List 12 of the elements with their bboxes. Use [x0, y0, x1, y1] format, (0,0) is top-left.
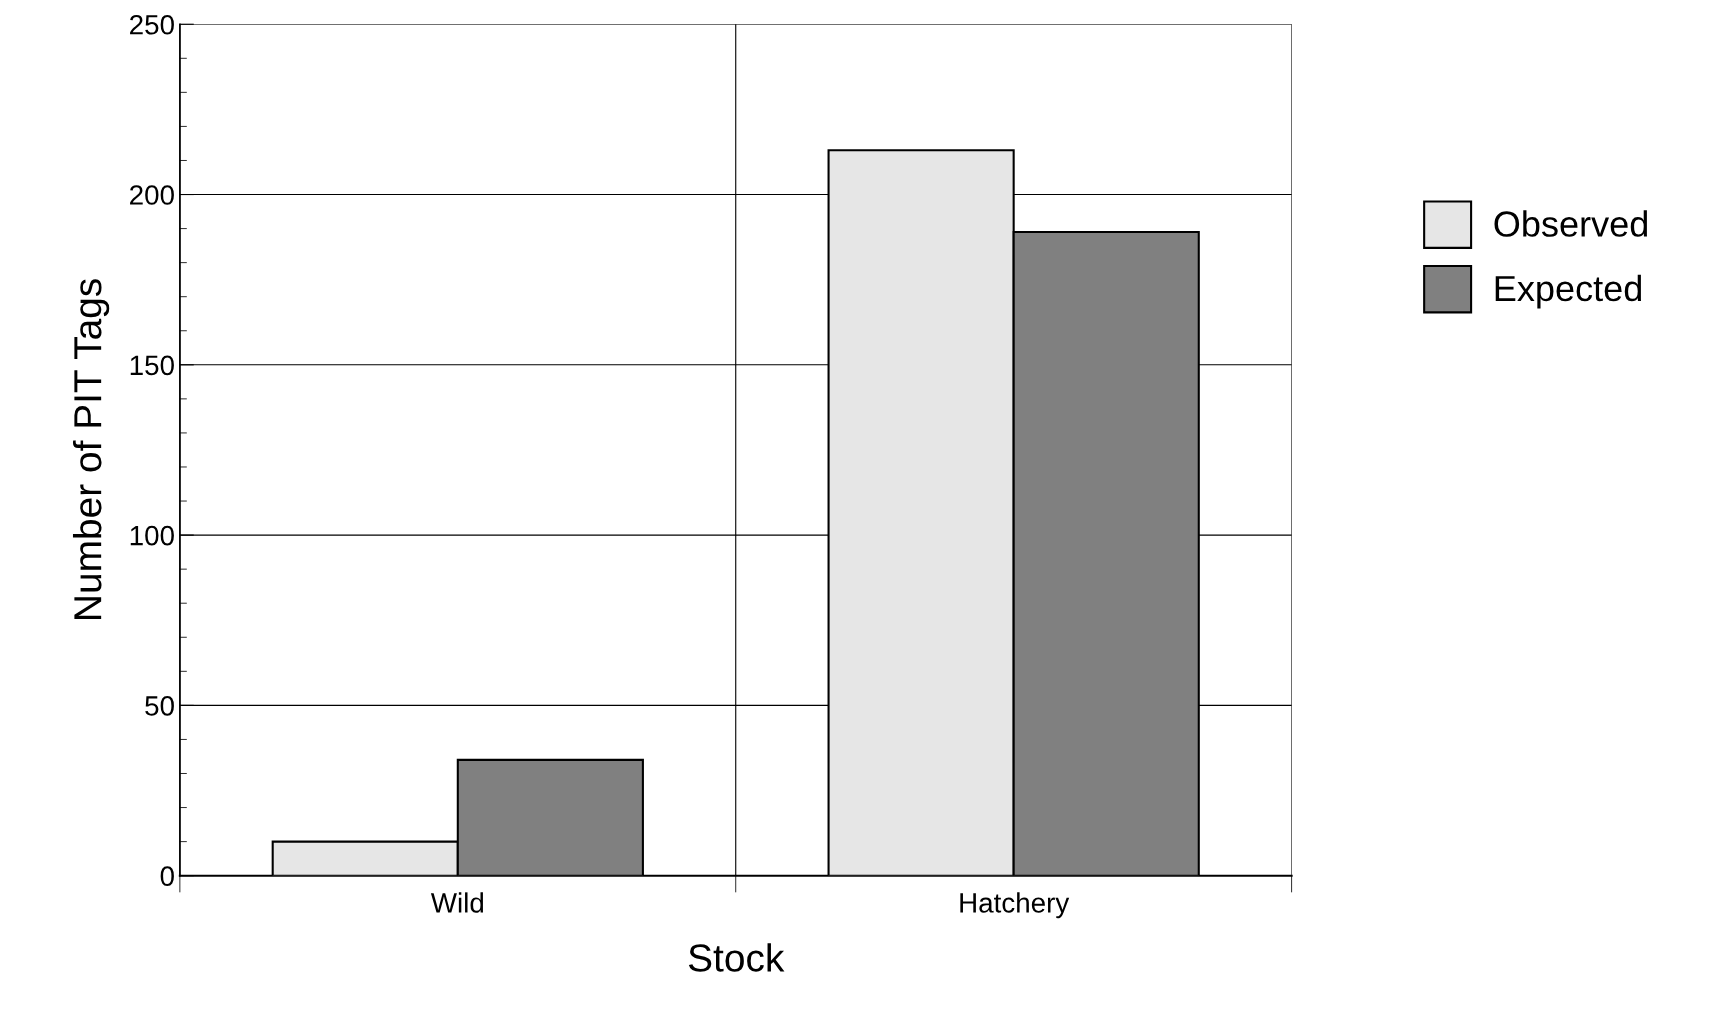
y-axis-title: Number of PIT Tags: [72, 279, 110, 619]
y-tick-label: 50: [145, 696, 174, 716]
x-tick-label: Hatchery: [960, 892, 1070, 919]
legend-label: Observed: [1494, 210, 1647, 237]
legend-label: Expected: [1495, 274, 1642, 309]
y-tick-label: 150: [130, 355, 174, 376]
y-tick-label: 0: [160, 866, 174, 887]
y-tick-label: 250: [130, 14, 174, 35]
y-tick-label: 200: [130, 185, 174, 205]
x-tick-label: Wild: [430, 892, 484, 913]
x-axis-title: Stock: [688, 943, 785, 972]
y-tick-label: 100: [130, 525, 174, 546]
